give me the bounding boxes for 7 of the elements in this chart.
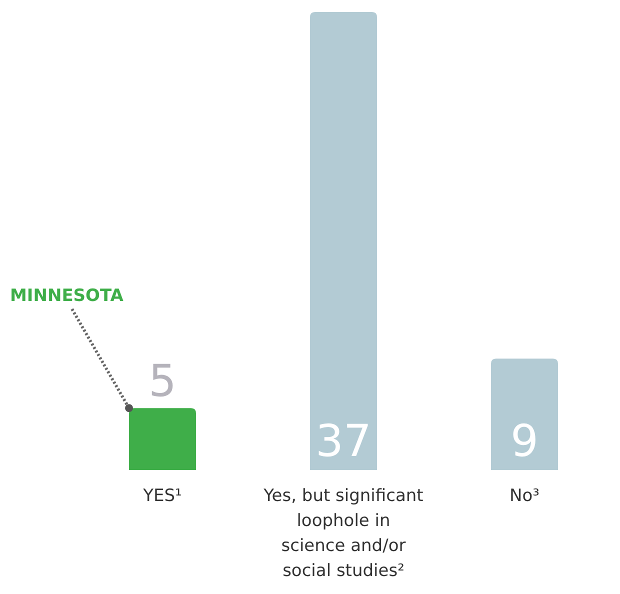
- x-tick-label: No³: [510, 486, 540, 506]
- data-label: 5: [148, 356, 176, 408]
- x-tick-label: Yes, but significant loophole in science and/or social studies²: [262, 486, 424, 581]
- data-label: 9: [510, 416, 538, 467]
- annotation: MINNESOTA: [10, 286, 124, 306]
- data-label: 37: [316, 416, 372, 467]
- x-tick-label: YES¹: [142, 486, 182, 506]
